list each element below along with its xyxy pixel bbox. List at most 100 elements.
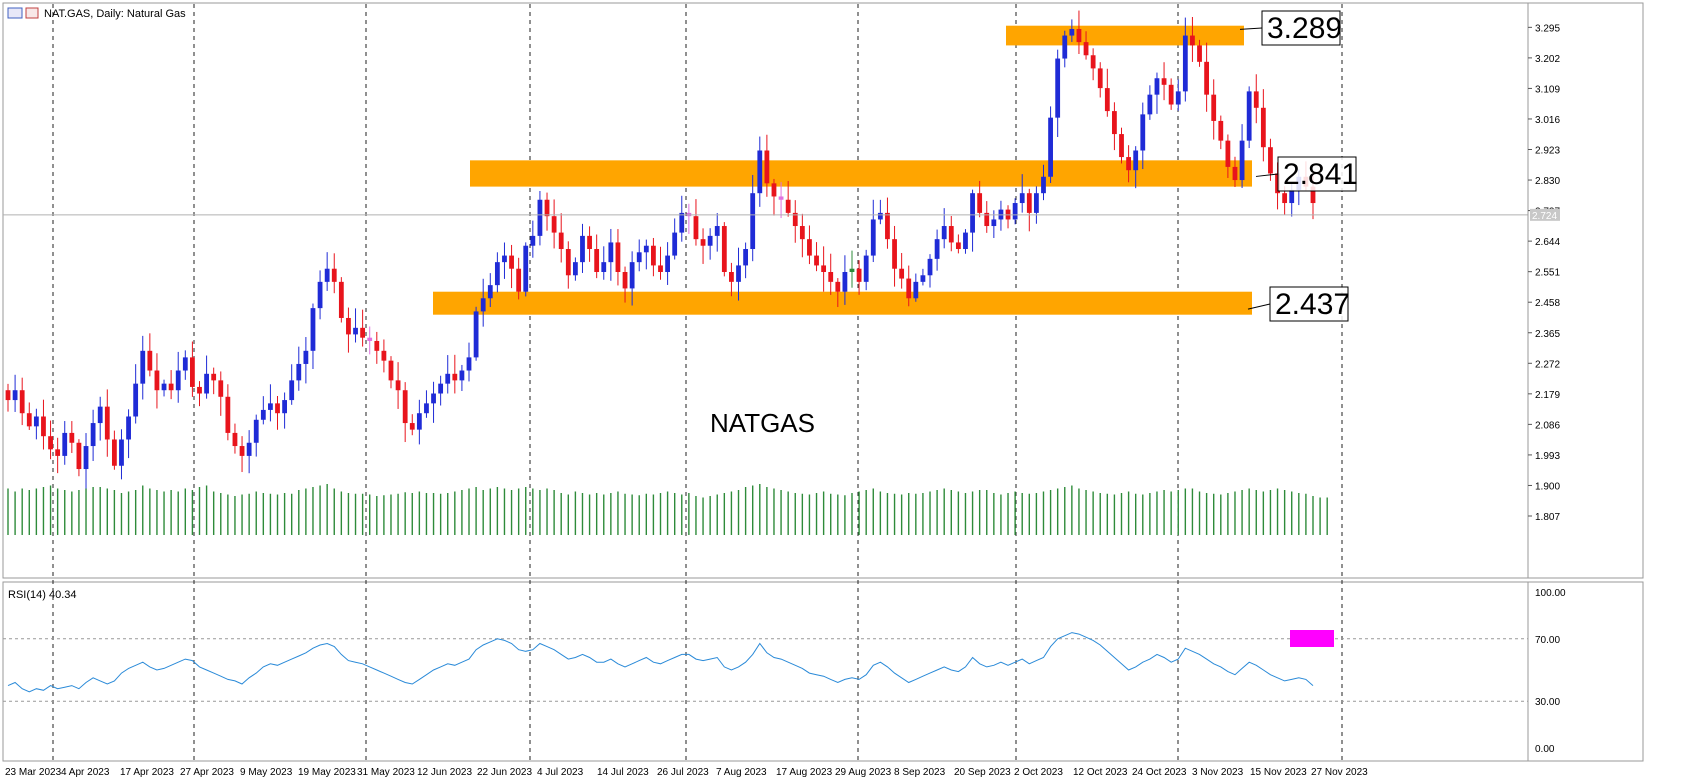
annotation-leader xyxy=(1239,27,1263,30)
candle-body xyxy=(126,416,131,440)
candle-body xyxy=(736,265,741,282)
candle-body xyxy=(721,226,727,272)
price-tick-label: 3.295 xyxy=(1535,23,1560,34)
candle-body xyxy=(487,285,493,299)
candle-body xyxy=(1126,157,1131,171)
candle-body xyxy=(544,199,550,217)
candle-body xyxy=(523,245,529,292)
candle-body xyxy=(374,340,380,351)
candle-body xyxy=(1119,134,1124,158)
candle-body xyxy=(268,403,273,410)
price-tick-label: 2.923 xyxy=(1535,146,1560,157)
support-resistance-zones xyxy=(433,25,1252,315)
candle-body xyxy=(1232,166,1238,181)
date-tick-label: 4 Jul 2023 xyxy=(537,767,584,778)
annotation-box xyxy=(1277,156,1357,192)
candle-body xyxy=(133,383,139,417)
candle-body xyxy=(991,219,997,227)
price-tick-label: 3.109 xyxy=(1535,84,1560,95)
candle-body xyxy=(388,360,394,381)
candle-body xyxy=(955,242,961,250)
candle-body xyxy=(367,337,373,341)
candle-body xyxy=(90,423,96,447)
level-annotations: 3.289 2.841 2.437 xyxy=(1239,10,1358,322)
candle-body xyxy=(147,350,153,371)
candle-body xyxy=(1090,55,1096,69)
price-panel[interactable] xyxy=(2,2,1644,579)
annotation-leader xyxy=(1247,303,1271,310)
candle-body xyxy=(615,242,621,272)
candle-body xyxy=(785,199,791,213)
candle-body xyxy=(601,262,607,272)
candle-body xyxy=(331,268,337,282)
price-tick-label: 3.202 xyxy=(1535,54,1560,65)
date-tick-label: 19 May 2023 xyxy=(298,767,356,778)
rsi-axis[interactable]: 100.00 70.00 30.00 0.00 xyxy=(1527,582,1566,761)
date-tick-label: 17 Aug 2023 xyxy=(776,767,833,778)
candle-body xyxy=(338,281,344,318)
candle-body xyxy=(643,245,649,253)
candle-body xyxy=(927,258,933,276)
date-tick-label: 7 Aug 2023 xyxy=(716,767,767,778)
candle-body xyxy=(771,183,777,197)
candle-body xyxy=(502,255,507,263)
candle-body xyxy=(1062,35,1068,59)
candle-body xyxy=(431,393,436,404)
candle-body xyxy=(629,262,635,289)
candle-body xyxy=(1168,84,1174,105)
candle-body xyxy=(700,239,706,246)
candle-body xyxy=(275,403,280,414)
candle-body xyxy=(1197,45,1202,62)
candle-body xyxy=(1083,42,1089,56)
annotation-box xyxy=(1269,286,1349,322)
candle-body xyxy=(849,268,855,272)
candle-body xyxy=(197,386,202,394)
date-tick-label: 24 Oct 2023 xyxy=(1132,767,1187,778)
date-tick-label: 14 Jul 2023 xyxy=(597,767,649,778)
rsi-tick-label: 0.00 xyxy=(1535,744,1555,755)
candle-body xyxy=(1175,91,1181,105)
candle-body xyxy=(1048,117,1053,177)
date-tick-label: 27 Apr 2023 xyxy=(180,767,234,778)
candle-body xyxy=(948,226,954,243)
candle-body xyxy=(466,357,472,371)
candle-body xyxy=(537,199,543,236)
candle-body xyxy=(473,311,479,358)
price-tick-label: 2.179 xyxy=(1535,390,1560,401)
candle-body xyxy=(977,193,983,213)
rsi-panel[interactable] xyxy=(2,581,1644,762)
candle-body xyxy=(807,239,812,256)
candle-body xyxy=(580,235,585,263)
date-tick-label: 29 Aug 2023 xyxy=(835,767,892,778)
candle-body xyxy=(1218,120,1224,141)
candle-body xyxy=(757,150,763,194)
chart-type-icon xyxy=(7,7,23,19)
candle-body xyxy=(1225,140,1231,167)
candle-body xyxy=(494,262,500,286)
candle-body xyxy=(395,380,401,391)
candle-body xyxy=(289,380,295,401)
candle-body xyxy=(232,432,238,447)
current-price-tag xyxy=(1530,208,1560,221)
price-tick-label: 2.272 xyxy=(1535,359,1560,370)
candle-body xyxy=(572,262,578,276)
candle-body xyxy=(1076,28,1082,43)
date-tick-label: 4 Apr 2023 xyxy=(61,767,110,778)
candle-body xyxy=(906,278,912,299)
price-zone xyxy=(470,160,1252,187)
annotation-label: 2.437 xyxy=(1275,288,1350,321)
date-tick-label: 12 Oct 2023 xyxy=(1073,767,1128,778)
candle-body xyxy=(693,216,699,240)
candle-body xyxy=(409,423,415,430)
candle-body xyxy=(1104,88,1110,112)
candle-body xyxy=(119,439,124,466)
candle-body xyxy=(1041,176,1046,194)
date-axis[interactable]: 23 Mar 2023 4 Apr 2023 17 Apr 2023 27 Apr 2… xyxy=(5,767,1368,778)
date-tick-label: 12 Jun 2023 xyxy=(417,767,472,778)
candle-body xyxy=(416,413,422,430)
candle-body xyxy=(1204,61,1210,95)
candle-body xyxy=(970,193,975,233)
candle-body xyxy=(1055,58,1061,118)
date-tick-label: 23 Mar 2023 xyxy=(5,767,62,778)
